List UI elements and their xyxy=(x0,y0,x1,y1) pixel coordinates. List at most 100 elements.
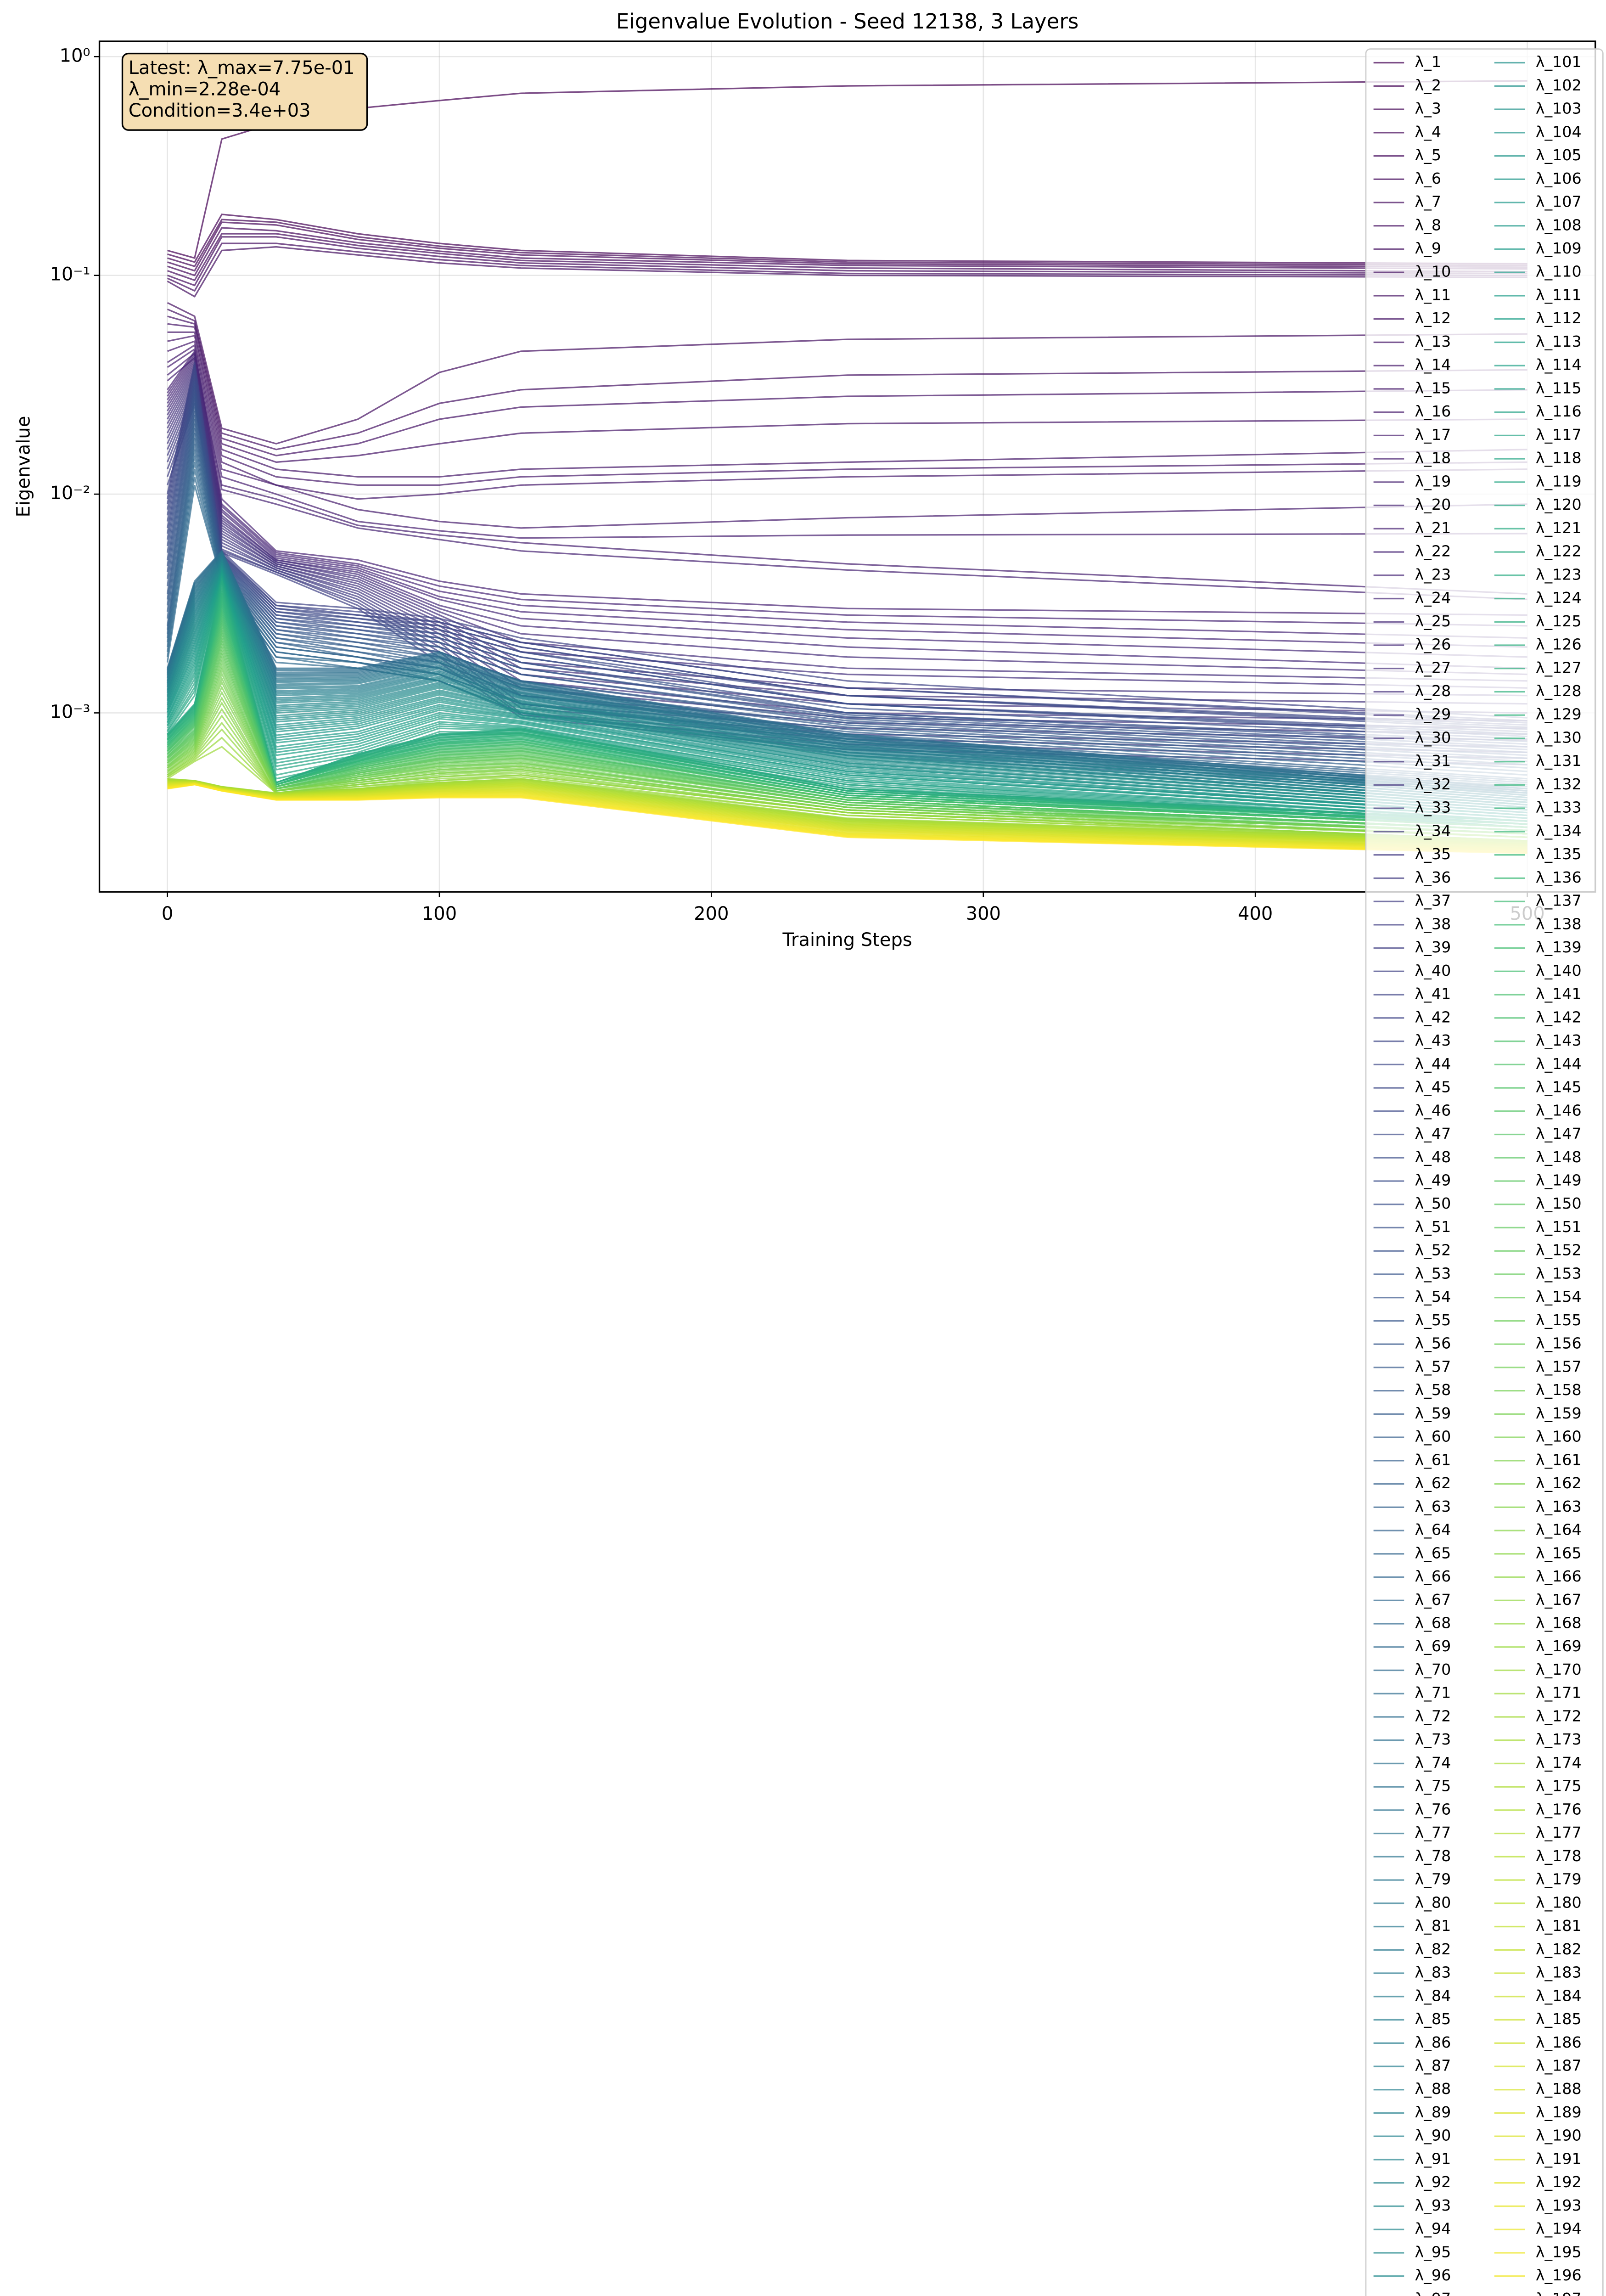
legend-label: λ_26 xyxy=(1415,636,1451,653)
legend-label: λ_113 xyxy=(1536,332,1582,350)
series-line xyxy=(167,783,1527,854)
legend-label: λ_160 xyxy=(1536,1428,1582,1446)
legend-label: λ_134 xyxy=(1536,822,1582,839)
legend-label: λ_5 xyxy=(1415,146,1442,164)
x-axis-label: Training Steps xyxy=(782,929,912,951)
legend-label: λ_150 xyxy=(1536,1194,1582,1212)
series-lines xyxy=(166,80,1527,854)
legend: λ_1 λ_2 λ_3 λ_4 λ_5 λ_6 λ_7 λ_8 λ_9 λ_10 λ_11 λ_12 λ… xyxy=(1365,48,1604,2296)
legend-label: λ_24 xyxy=(1415,589,1451,607)
legend-label: λ_117 xyxy=(1536,426,1582,444)
legend-label: λ_129 xyxy=(1536,705,1582,723)
legend-label: λ_64 xyxy=(1415,1521,1451,1539)
series-line xyxy=(167,728,1527,842)
legend-label: λ_95 xyxy=(1415,2243,1451,2261)
legend-label: λ_187 xyxy=(1536,2057,1582,2075)
legend-label: λ_37 xyxy=(1415,892,1451,910)
legend-label: λ_71 xyxy=(1415,1684,1451,1702)
legend-label: λ_76 xyxy=(1415,1800,1451,1818)
legend-label: λ_126 xyxy=(1536,636,1582,653)
legend-label: λ_7 xyxy=(1415,193,1442,211)
legend-label: λ_149 xyxy=(1536,1171,1582,1189)
legend-label: λ_195 xyxy=(1536,2243,1582,2261)
legend-label: λ_34 xyxy=(1415,822,1451,839)
legend-label: λ_12 xyxy=(1415,309,1451,327)
legend-label: λ_13 xyxy=(1415,332,1451,350)
legend-label: λ_118 xyxy=(1536,449,1582,467)
legend-label: λ_1 xyxy=(1415,53,1442,71)
legend-label: λ_84 xyxy=(1415,1986,1451,2004)
legend-label: λ_165 xyxy=(1536,1544,1582,1562)
legend-label: λ_162 xyxy=(1536,1474,1582,1492)
legend-label: λ_46 xyxy=(1415,1101,1451,1119)
legend-label: λ_6 xyxy=(1415,169,1442,187)
legend-label: λ_49 xyxy=(1415,1171,1451,1189)
legend-label: λ_69 xyxy=(1415,1637,1451,1655)
legend-label: λ_189 xyxy=(1536,2103,1582,2121)
legend-label: λ_133 xyxy=(1536,799,1582,816)
legend-label: λ_151 xyxy=(1536,1218,1582,1236)
y-tick-label: 10⁰ xyxy=(60,45,90,66)
legend-label: λ_58 xyxy=(1415,1381,1451,1399)
legend-label: λ_125 xyxy=(1536,612,1582,630)
legend-label: λ_57 xyxy=(1415,1357,1451,1375)
legend-label: λ_120 xyxy=(1536,495,1582,513)
legend-label: λ_29 xyxy=(1415,705,1451,723)
legend-label: λ_62 xyxy=(1415,1474,1451,1492)
legend-label: λ_115 xyxy=(1536,379,1582,397)
legend-label: λ_23 xyxy=(1415,565,1451,583)
legend-label: λ_40 xyxy=(1415,962,1451,979)
legend-label: λ_4 xyxy=(1415,123,1442,141)
x-tick-label: 400 xyxy=(1238,903,1273,924)
legend-label: λ_10 xyxy=(1415,263,1451,281)
legend-label: λ_44 xyxy=(1415,1055,1451,1073)
series-line xyxy=(167,331,1527,478)
legend-label: λ_85 xyxy=(1415,2010,1451,2028)
annotation-line: Condition=3.4e+03 xyxy=(129,100,311,121)
legend-label: λ_28 xyxy=(1415,682,1451,700)
legend-label: λ_70 xyxy=(1415,1660,1451,1678)
legend-label: λ_33 xyxy=(1415,799,1451,816)
legend-label: λ_127 xyxy=(1536,658,1582,676)
y-tick-label: 10⁻³ xyxy=(50,701,90,722)
legend-label: λ_132 xyxy=(1536,775,1582,793)
x-tick-label: 0 xyxy=(162,903,173,924)
legend-label: λ_50 xyxy=(1415,1194,1451,1212)
legend-label: λ_79 xyxy=(1415,1870,1451,1888)
legend-label: λ_68 xyxy=(1415,1614,1451,1632)
series-line xyxy=(167,233,1527,281)
x-tick-label: 200 xyxy=(694,903,729,924)
series-line xyxy=(167,227,1527,276)
legend-label: λ_159 xyxy=(1536,1404,1582,1422)
legend-label: λ_114 xyxy=(1536,356,1582,374)
legend-label: λ_96 xyxy=(1415,2266,1451,2284)
legend-label: λ_90 xyxy=(1415,2127,1451,2144)
series-line xyxy=(167,340,1527,500)
legend-label: λ_197 xyxy=(1536,2290,1582,2296)
legend-label: λ_121 xyxy=(1536,519,1582,537)
legend-label: λ_47 xyxy=(1415,1125,1451,1142)
legend-label: λ_92 xyxy=(1415,2173,1451,2191)
legend-label: λ_30 xyxy=(1415,728,1451,746)
legend-label: λ_142 xyxy=(1536,1008,1582,1026)
chart-title: Eigenvalue Evolution - Seed 12138, 3 Lay… xyxy=(616,9,1078,34)
series-line xyxy=(167,219,1527,267)
legend-label: λ_138 xyxy=(1536,915,1582,933)
legend-label: λ_137 xyxy=(1536,892,1582,910)
legend-label: λ_16 xyxy=(1415,402,1451,420)
legend-label: λ_66 xyxy=(1415,1567,1451,1585)
legend-label: λ_190 xyxy=(1536,2127,1582,2144)
legend-label: λ_43 xyxy=(1415,1031,1451,1049)
legend-label: λ_56 xyxy=(1415,1334,1451,1352)
legend-label: λ_97 xyxy=(1415,2290,1451,2296)
legend-label: λ_3 xyxy=(1415,100,1442,118)
legend-label: λ_157 xyxy=(1536,1357,1582,1375)
legend-label: λ_60 xyxy=(1415,1428,1451,1446)
legend-label: λ_178 xyxy=(1536,1847,1582,1865)
legend-label: λ_35 xyxy=(1415,845,1451,863)
legend-label: λ_167 xyxy=(1536,1591,1582,1609)
legend-label: λ_161 xyxy=(1536,1451,1582,1469)
legend-label: λ_172 xyxy=(1536,1707,1582,1725)
legend-label: λ_39 xyxy=(1415,938,1451,956)
legend-label: λ_164 xyxy=(1536,1521,1582,1539)
